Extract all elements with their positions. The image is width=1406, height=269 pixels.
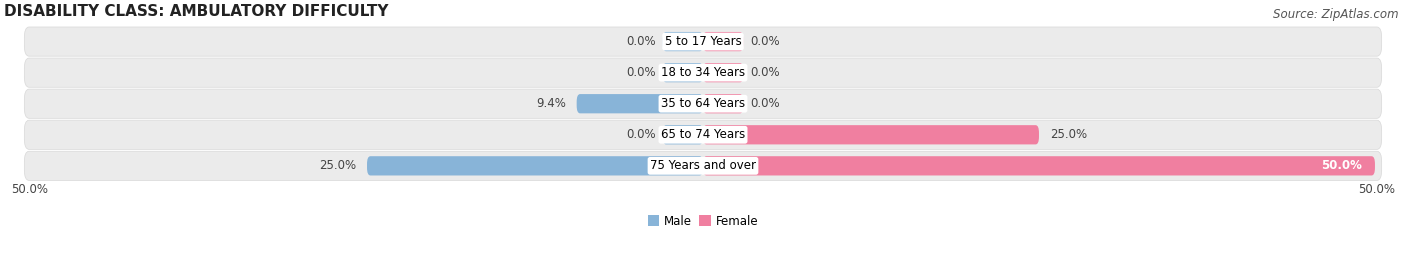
Text: 18 to 34 Years: 18 to 34 Years <box>661 66 745 79</box>
FancyBboxPatch shape <box>703 94 744 113</box>
Text: 75 Years and over: 75 Years and over <box>650 159 756 172</box>
FancyBboxPatch shape <box>703 156 1375 175</box>
FancyBboxPatch shape <box>24 151 1382 180</box>
Text: 0.0%: 0.0% <box>626 66 657 79</box>
Text: 50.0%: 50.0% <box>1358 183 1395 196</box>
FancyBboxPatch shape <box>662 32 703 51</box>
FancyBboxPatch shape <box>703 125 1039 144</box>
FancyBboxPatch shape <box>24 27 1382 56</box>
FancyBboxPatch shape <box>703 63 744 82</box>
Text: 5 to 17 Years: 5 to 17 Years <box>665 35 741 48</box>
Text: 50.0%: 50.0% <box>11 183 48 196</box>
Text: 0.0%: 0.0% <box>626 35 657 48</box>
Text: 0.0%: 0.0% <box>749 35 780 48</box>
Text: 0.0%: 0.0% <box>749 97 780 110</box>
Text: 50.0%: 50.0% <box>1320 159 1361 172</box>
Text: 25.0%: 25.0% <box>319 159 356 172</box>
Text: 25.0%: 25.0% <box>1050 128 1087 141</box>
Text: 0.0%: 0.0% <box>626 128 657 141</box>
FancyBboxPatch shape <box>662 125 703 144</box>
FancyBboxPatch shape <box>24 58 1382 87</box>
FancyBboxPatch shape <box>24 120 1382 149</box>
FancyBboxPatch shape <box>576 94 703 113</box>
Text: Source: ZipAtlas.com: Source: ZipAtlas.com <box>1274 8 1399 21</box>
Legend: Male, Female: Male, Female <box>648 215 758 228</box>
Text: DISABILITY CLASS: AMBULATORY DIFFICULTY: DISABILITY CLASS: AMBULATORY DIFFICULTY <box>4 4 388 19</box>
FancyBboxPatch shape <box>703 32 744 51</box>
Text: 35 to 64 Years: 35 to 64 Years <box>661 97 745 110</box>
Text: 0.0%: 0.0% <box>749 66 780 79</box>
FancyBboxPatch shape <box>662 63 703 82</box>
FancyBboxPatch shape <box>24 89 1382 118</box>
Text: 65 to 74 Years: 65 to 74 Years <box>661 128 745 141</box>
Text: 9.4%: 9.4% <box>536 97 567 110</box>
FancyBboxPatch shape <box>367 156 703 175</box>
